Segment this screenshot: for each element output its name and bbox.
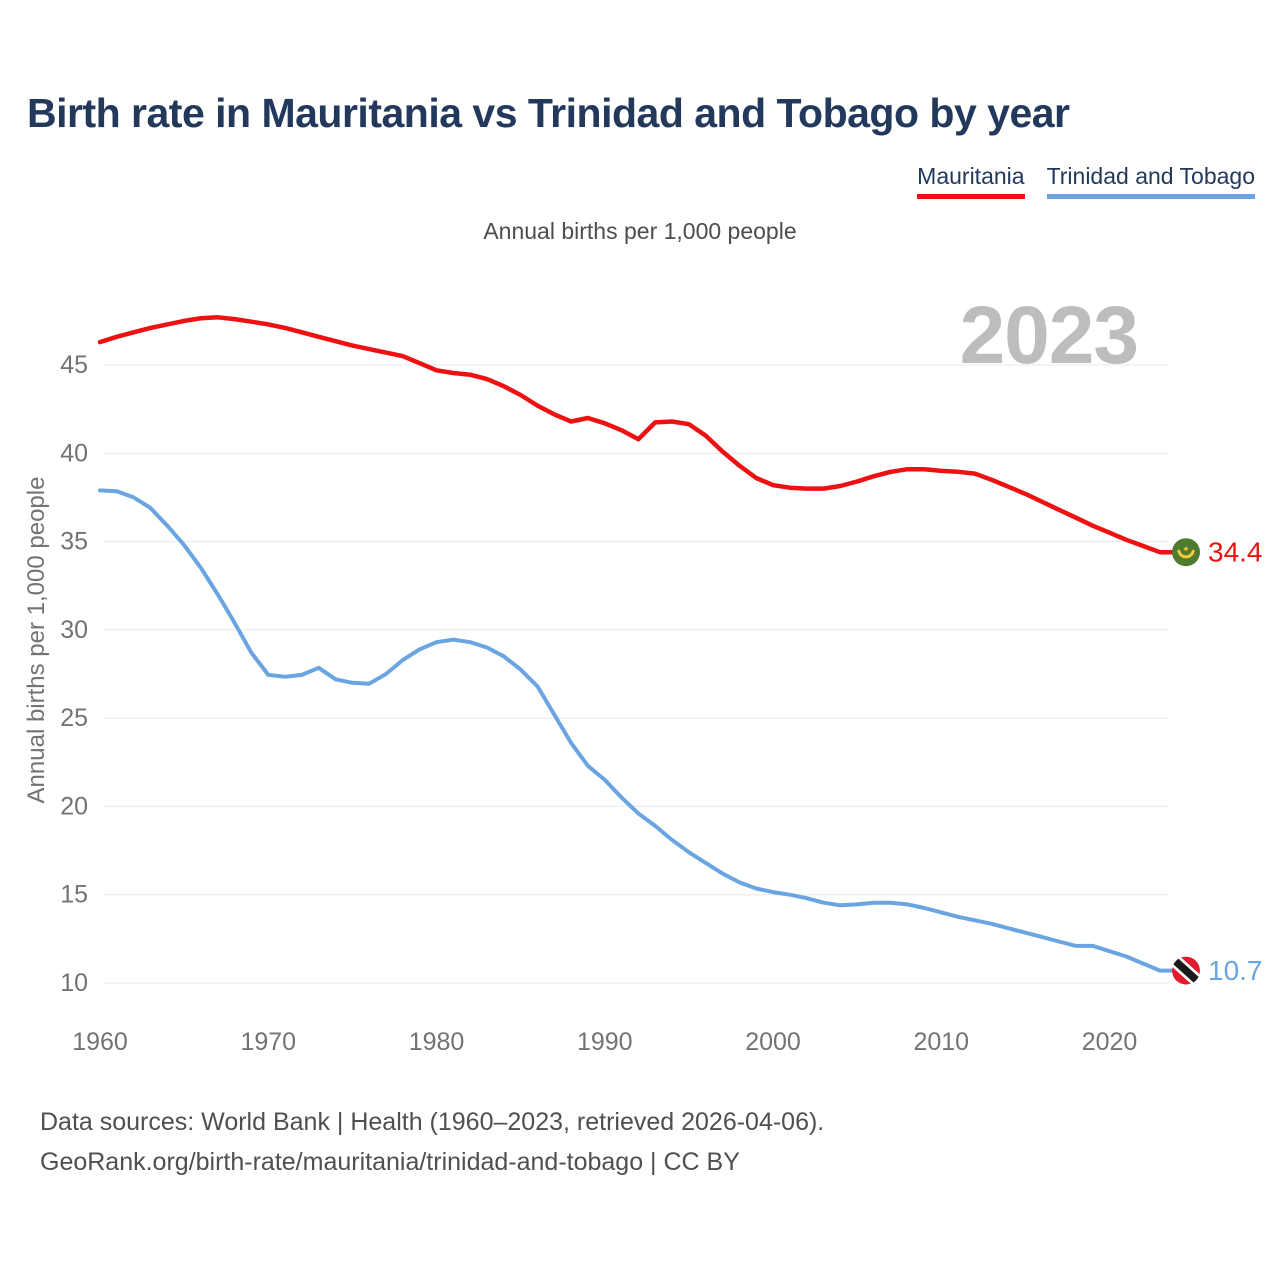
x-tick-label: 1970 <box>240 1028 296 1056</box>
footer-data-sources: Data sources: World Bank | Health (1960–… <box>40 1108 825 1136</box>
chart-subtitle: Annual births per 1,000 people <box>483 218 797 244</box>
y-tick-label: 15 <box>60 881 88 909</box>
y-tick-label: 25 <box>60 704 88 732</box>
x-tick-label: 1980 <box>409 1028 465 1056</box>
x-tick-label: 2020 <box>1082 1028 1138 1056</box>
y-tick-label: 20 <box>60 792 88 820</box>
series-line-mauritania <box>97 315 1176 555</box>
birth-rate-line-chart: 10 15 20 25 30 35 40 45 1960 1970 1980 1990 2000 2010… <box>23 290 1263 1056</box>
x-tick-label: 1990 <box>577 1028 633 1056</box>
series-line-trinidad-and-tobago <box>98 488 1175 973</box>
y-tick-label: 30 <box>60 616 88 644</box>
legend: Mauritania Trinidad and Tobago <box>917 163 1255 199</box>
y-tick-label: 40 <box>60 439 88 467</box>
mauritania-flag-icon <box>1172 538 1200 567</box>
y-tick-label: 10 <box>60 969 88 997</box>
x-tick-label: 2000 <box>745 1028 801 1056</box>
x-tick-label: 1960 <box>72 1028 128 1056</box>
footer-attribution-url: GeoRank.org/birth-rate/mauritania/trinid… <box>40 1148 740 1176</box>
end-value-label-trinidad-and-tobago: 10.7 <box>1208 955 1263 986</box>
end-value-label-mauritania: 34.4 <box>1208 537 1263 568</box>
watermark-year: 2023 <box>960 290 1138 381</box>
y-axis-title: Annual births per 1,000 people <box>23 477 50 804</box>
x-tick-label: 2010 <box>913 1028 969 1056</box>
footer: Data sources: World Bank | Health (1960–… <box>40 1102 824 1182</box>
trinidad-and-tobago-flag-icon <box>1172 956 1200 985</box>
y-tick-label: 35 <box>60 528 88 556</box>
legend-item-mauritania[interactable]: Mauritania <box>917 163 1025 199</box>
y-tick-label: 45 <box>60 351 88 379</box>
page-title: Birth rate in Mauritania vs Trinidad and… <box>27 90 1070 136</box>
legend-item-trinidad-and-tobago[interactable]: Trinidad and Tobago <box>1046 163 1255 199</box>
